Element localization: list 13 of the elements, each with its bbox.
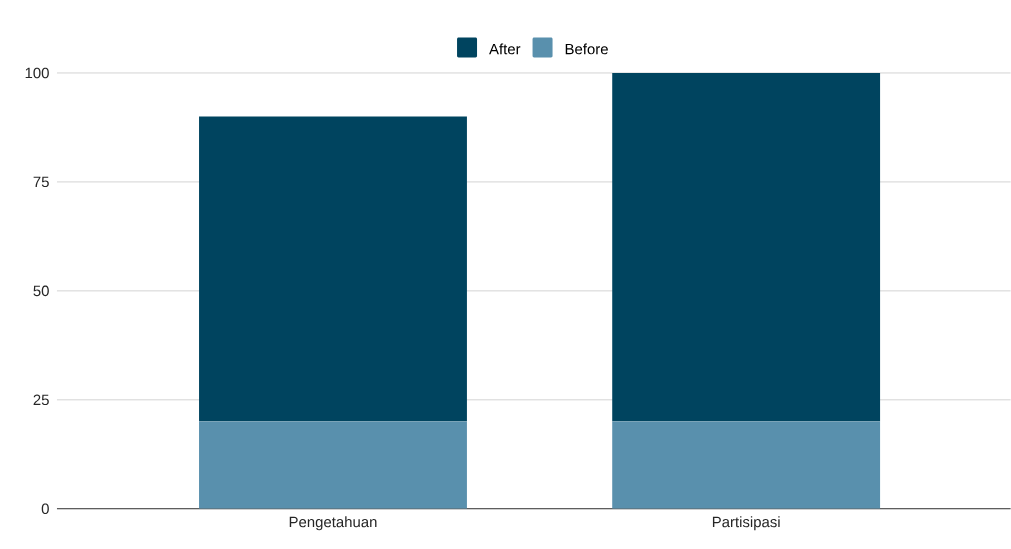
x-tick-label: Partisipasi [712, 516, 780, 531]
y-tick-label: 0 [41, 503, 49, 515]
y-tick-label: 25 [33, 394, 49, 406]
y-tick-label: 50 [33, 285, 49, 297]
bar [199, 116, 467, 422]
legend-label: Before [565, 43, 608, 55]
y-tick-label: 75 [33, 176, 49, 188]
y-tick-label: 100 [25, 67, 49, 79]
bar [199, 421, 467, 509]
bar [612, 73, 881, 422]
legend-label: After [489, 43, 521, 55]
bar [612, 421, 881, 509]
x-tick-label: Pengetahuan [289, 516, 377, 531]
